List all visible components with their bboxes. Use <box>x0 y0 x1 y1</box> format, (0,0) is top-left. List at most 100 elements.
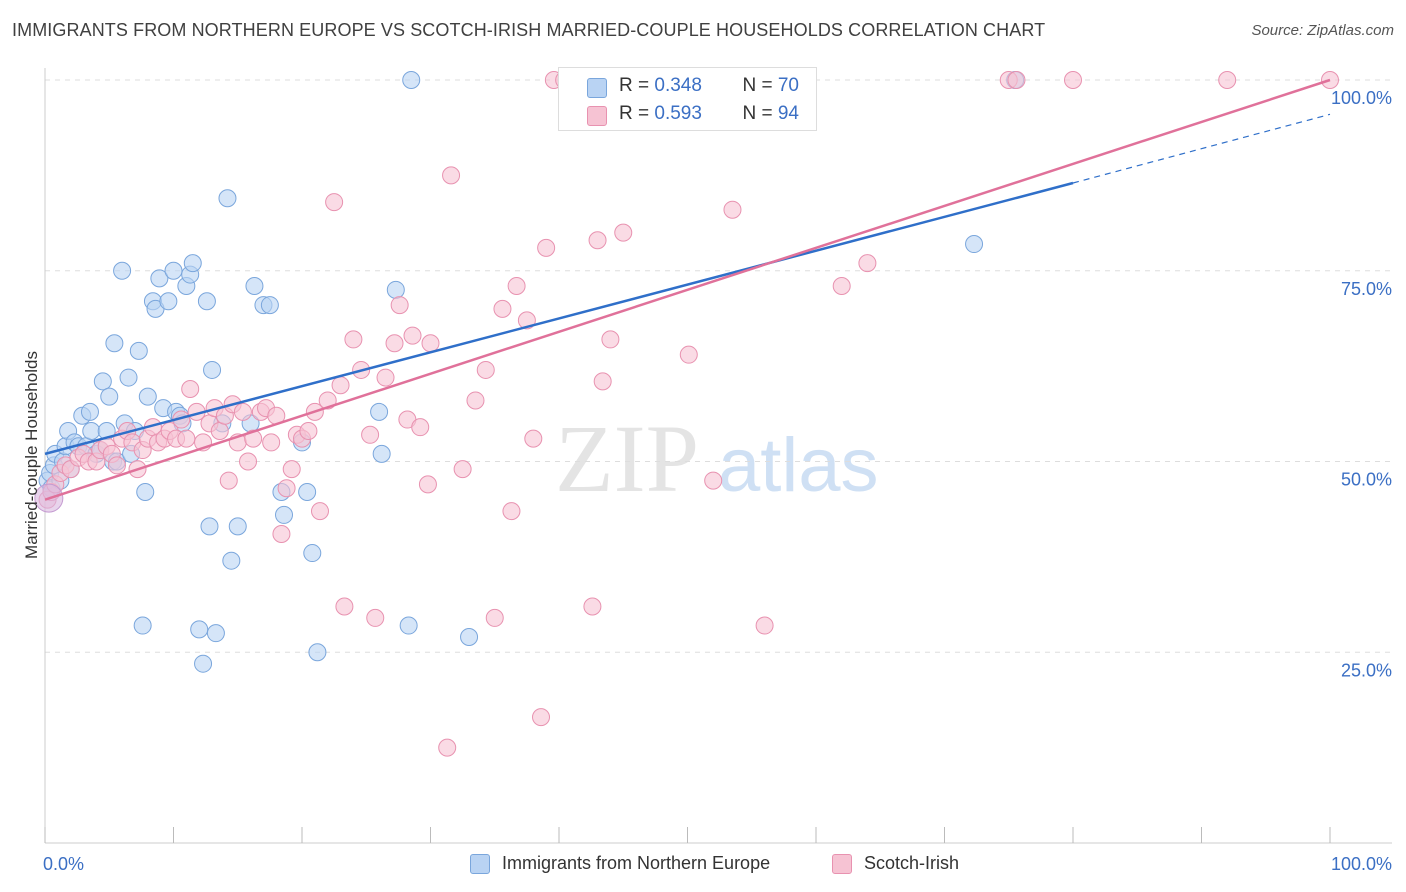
data-point <box>370 402 389 421</box>
data-point <box>466 391 485 410</box>
data-point <box>93 372 112 391</box>
data-point <box>183 254 202 273</box>
data-point <box>679 345 698 364</box>
data-point <box>402 71 421 89</box>
watermark-zip: ZIP <box>555 405 699 512</box>
data-point <box>228 517 247 536</box>
data-point <box>219 471 238 490</box>
data-point <box>233 402 252 421</box>
data-point <box>298 483 317 502</box>
data-point <box>310 502 329 521</box>
data-point <box>218 189 237 208</box>
y-tick-label: 50.0% <box>1341 470 1392 490</box>
data-point <box>80 402 99 421</box>
data-point <box>203 360 222 379</box>
watermark-atlas: atlas <box>718 423 879 508</box>
legend-swatch-blue <box>587 78 607 98</box>
data-point <box>390 296 409 315</box>
data-point <box>832 277 851 296</box>
data-point <box>164 261 183 280</box>
legend-r-label: R = <box>619 103 655 124</box>
data-point <box>376 368 395 387</box>
data-point <box>159 292 178 311</box>
legend-r-value-pink: 0.593 <box>654 103 702 124</box>
data-point <box>442 166 461 185</box>
legend-n-label: N = <box>742 103 778 124</box>
data-point <box>403 326 422 345</box>
data-point <box>82 421 101 440</box>
data-point <box>411 418 430 437</box>
data-point <box>136 483 155 502</box>
axes <box>44 68 1392 844</box>
trend-lines <box>44 78 1331 501</box>
data-point <box>325 193 344 212</box>
data-point <box>262 433 281 452</box>
data-point <box>277 479 296 498</box>
data-point <box>755 616 774 635</box>
data-point <box>418 475 437 494</box>
data-point <box>272 524 291 543</box>
data-point <box>331 376 350 395</box>
chart-title: IMMIGRANTS FROM NORTHERN EUROPE VS SCOTC… <box>12 20 1046 40</box>
data-point <box>197 292 216 311</box>
data-point <box>335 597 354 616</box>
data-point <box>386 280 405 299</box>
data-point <box>438 738 457 757</box>
data-point <box>299 421 318 440</box>
data-point <box>1218 71 1237 89</box>
data-point <box>210 421 229 440</box>
data-point <box>493 299 512 318</box>
x-tick-label: 0.0% <box>43 854 84 874</box>
data-point <box>275 505 294 524</box>
grid-lines <box>45 79 1392 653</box>
data-point <box>460 627 479 646</box>
data-point <box>372 444 391 463</box>
data-point <box>133 616 152 635</box>
legend-swatch-blue <box>470 854 490 874</box>
series-northern-europe <box>38 71 1025 673</box>
data-point <box>177 429 196 448</box>
data-point <box>150 269 169 288</box>
tick-labels: 25.0% 50.0% 75.0% 100.0% 0.0% 100.0% <box>43 88 1392 874</box>
data-point <box>485 608 504 627</box>
y-tick-label: 100.0% <box>1331 88 1392 108</box>
data-point <box>344 330 363 349</box>
data-point <box>723 200 742 219</box>
data-point <box>965 235 984 254</box>
data-point <box>593 372 612 391</box>
data-point <box>282 460 301 479</box>
data-point <box>537 238 556 257</box>
legend-n-value-blue: 70 <box>777 75 799 96</box>
y-axis-title: Married-couple Households <box>22 351 41 559</box>
legend-n-label: N = <box>742 75 778 96</box>
legend-swatch-pink <box>587 106 607 126</box>
data-point <box>245 277 264 296</box>
y-tick-label: 25.0% <box>1341 660 1392 680</box>
legend-n-value-pink: 94 <box>777 103 799 124</box>
data-point <box>200 517 219 536</box>
data-point <box>113 261 132 280</box>
data-point <box>858 254 877 273</box>
data-point <box>1007 71 1026 89</box>
data-point <box>222 551 241 570</box>
trend-line-scotch-irish <box>44 78 1331 501</box>
data-point <box>507 277 526 296</box>
data-point <box>260 296 279 315</box>
trend-line-northern-europe <box>44 181 1074 456</box>
data-point <box>129 341 148 360</box>
data-point <box>100 387 119 406</box>
stats-legend: R = 0.348 N = 70 R = 0.593 N = 94 <box>558 67 817 131</box>
x-tick-label: 100.0% <box>1331 854 1392 874</box>
data-point <box>385 334 404 353</box>
legend-swatch-pink <box>832 854 852 874</box>
legend-r-value-blue: 0.348 <box>654 75 702 96</box>
data-point <box>399 616 418 635</box>
data-point <box>583 597 602 616</box>
data-point <box>476 360 495 379</box>
data-point <box>1064 71 1082 89</box>
data-point <box>190 620 209 639</box>
data-point <box>308 643 327 662</box>
source-note: Source: ZipAtlas.com <box>1251 22 1394 39</box>
data-point <box>194 654 213 673</box>
